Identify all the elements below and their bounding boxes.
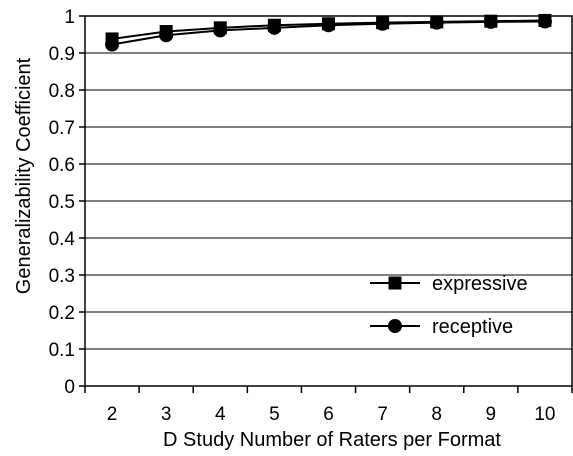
y-tick-label: 0	[64, 377, 75, 398]
x-tick-label: 9	[486, 404, 497, 425]
x-tick-label: 7	[377, 404, 388, 425]
y-axis-title: Generalizability Coefficient	[13, 57, 35, 294]
y-tick-label: 0.5	[49, 192, 75, 213]
y-tick-label: 0.7	[49, 118, 75, 139]
y-tick-label: 0.8	[49, 81, 75, 102]
x-tick-label: 6	[323, 404, 334, 425]
legend-label-expressive: expressive	[432, 273, 528, 295]
receptive-point	[267, 21, 281, 35]
receptive-point	[105, 37, 119, 51]
y-tick-label: 0.3	[49, 266, 75, 287]
x-tick-label: 3	[161, 404, 172, 425]
x-tick-label: 2	[107, 404, 118, 425]
y-tick-label: 0.6	[49, 155, 75, 176]
x-tick-label: 4	[215, 404, 226, 425]
x-axis-title: D Study Number of Raters per Format	[163, 429, 501, 451]
data-series	[105, 14, 552, 52]
receptive-point	[430, 16, 444, 30]
y-axis-ticks: 0 0.1 0.2 0.3 0.4 0.5 0.6 0.7 0.8 0.9 1	[49, 7, 85, 398]
x-tick-label: 10	[534, 404, 555, 425]
legend-marker-receptive	[388, 319, 402, 333]
y-tick-label: 1	[64, 7, 75, 28]
receptive-point	[159, 28, 173, 42]
y-tick-label: 0.2	[49, 303, 75, 324]
y-tick-label: 0.9	[49, 44, 75, 65]
y-tick-label: 0.4	[49, 229, 76, 250]
receptive-point	[213, 23, 227, 37]
x-tick-label: 8	[431, 404, 442, 425]
receptive-point	[538, 15, 552, 29]
legend: expressive receptive	[370, 273, 528, 338]
receptive-point	[484, 15, 498, 29]
legend-label-receptive: receptive	[432, 316, 513, 338]
receptive-point	[322, 18, 336, 32]
x-axis-ticks: 2 3 4 5 6 7 8 9 10	[85, 386, 572, 425]
legend-marker-expressive	[389, 277, 402, 290]
y-tick-label: 0.1	[49, 340, 75, 361]
x-tick-label: 5	[269, 404, 280, 425]
receptive-point	[376, 17, 390, 31]
gridlines	[85, 53, 572, 349]
